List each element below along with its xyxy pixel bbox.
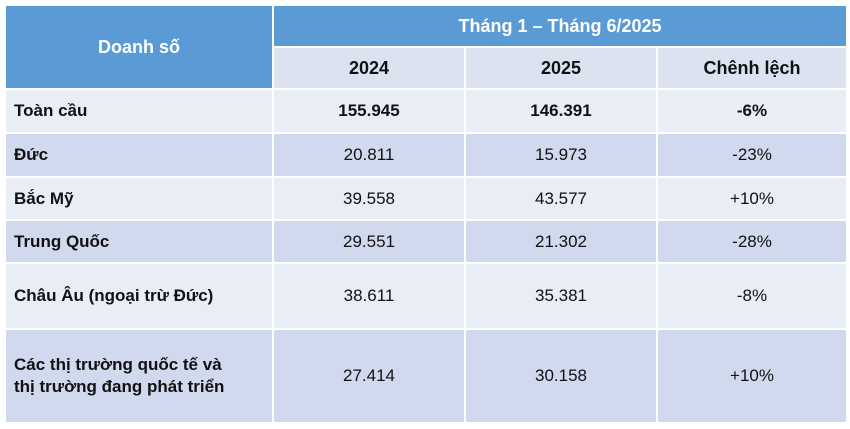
table-row-global: Toàn cầu 155.945 146.391 -6% xyxy=(4,88,849,134)
value-2025: 35.381 xyxy=(464,262,658,330)
value-2025: 21.302 xyxy=(464,219,658,264)
value-2024: 20.811 xyxy=(272,132,466,178)
header-col-2025: 2025 xyxy=(464,46,658,90)
value-2024: 39.558 xyxy=(272,176,466,221)
value-2024: 38.611 xyxy=(272,262,466,330)
table-row-china: Trung Quốc 29.551 21.302 -28% xyxy=(4,219,849,264)
row-label: Bắc Mỹ xyxy=(4,176,274,221)
header-col-diff: Chênh lệch xyxy=(655,46,849,90)
value-diff: +10% xyxy=(655,176,849,221)
value-diff: -23% xyxy=(655,132,849,178)
table-row-europe-excl-germany: Châu Âu (ngoại trừ Đức) 38.611 35.381 -8… xyxy=(4,262,849,330)
value-2024: 29.551 xyxy=(272,219,466,264)
value-diff: -6% xyxy=(655,88,849,134)
sales-table-container: Doanh số Tháng 1 – Tháng 6/2025 2024 202… xyxy=(4,4,849,424)
row-label: Toàn cầu xyxy=(4,88,274,134)
value-2025: 43.577 xyxy=(464,176,658,221)
value-2024: 155.945 xyxy=(272,88,466,134)
table-row-international-emerging: Các thị trường quốc tế và thị trường đan… xyxy=(4,328,849,424)
header-row-label: Doanh số xyxy=(4,4,274,90)
row-label: Các thị trường quốc tế và thị trường đan… xyxy=(4,328,274,424)
table-row-north-america: Bắc Mỹ 39.558 43.577 +10% xyxy=(4,176,849,221)
row-label: Châu Âu (ngoại trừ Đức) xyxy=(4,262,274,330)
header-period: Tháng 1 – Tháng 6/2025 xyxy=(271,4,849,48)
value-diff: -28% xyxy=(655,219,849,264)
table-row-germany: Đức 20.811 15.973 -23% xyxy=(4,132,849,178)
value-diff: +10% xyxy=(655,328,849,424)
value-2025: 30.158 xyxy=(464,328,658,424)
header-col-2024: 2024 xyxy=(272,46,466,90)
value-2025: 15.973 xyxy=(464,132,658,178)
value-2024: 27.414 xyxy=(272,328,466,424)
value-diff: -8% xyxy=(655,262,849,330)
value-2025: 146.391 xyxy=(464,88,658,134)
row-label-line-2: thị trường đang phát triển xyxy=(14,377,225,396)
row-label-line-1: Các thị trường quốc tế và xyxy=(14,355,222,374)
row-label: Trung Quốc xyxy=(4,219,274,264)
sales-table: Doanh số Tháng 1 – Tháng 6/2025 2024 202… xyxy=(4,4,849,424)
row-label: Đức xyxy=(4,132,274,178)
